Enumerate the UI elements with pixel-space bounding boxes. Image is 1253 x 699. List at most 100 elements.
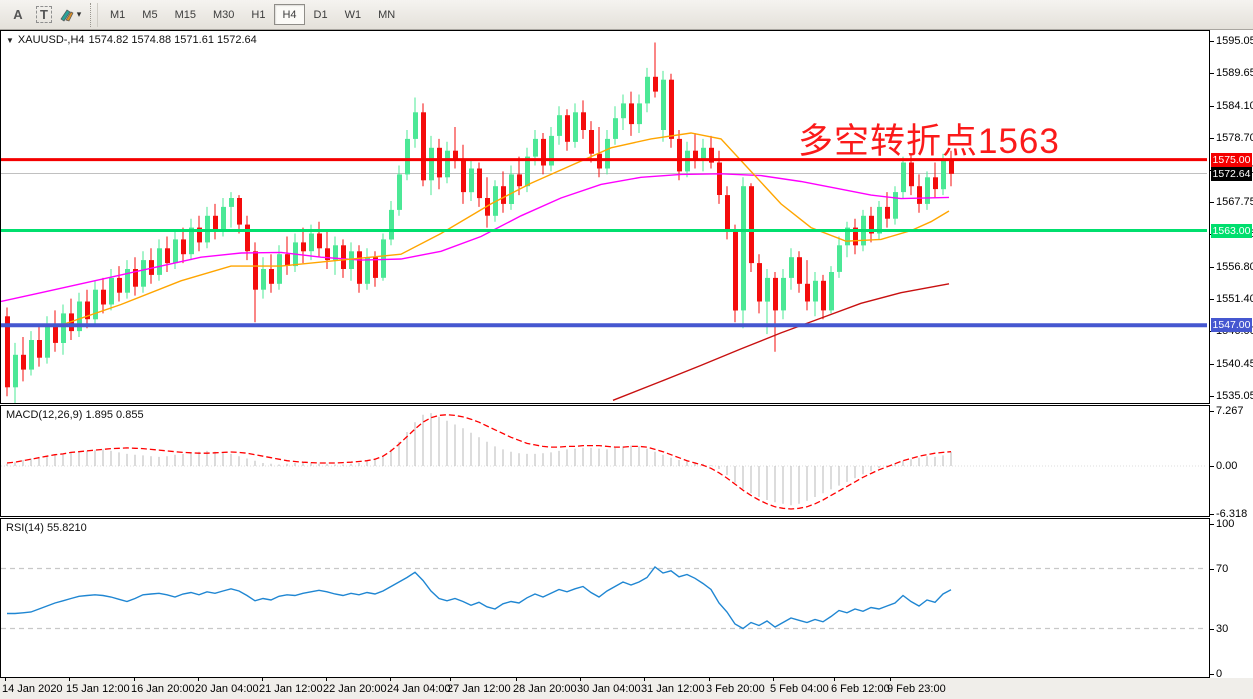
- chart-window: ▼ XAUUSD-,H4 1574.82 1574.88 1571.61 157…: [0, 30, 1253, 699]
- price-line-badge: 1575.00: [1211, 153, 1252, 167]
- axis-tick-mark: [1210, 629, 1214, 630]
- time-tick-label: 31 Jan 12:00: [641, 683, 705, 695]
- timeframe-button-m15[interactable]: M15: [174, 8, 196, 21]
- timeframe-button-w1[interactable]: W1: [344, 8, 362, 21]
- axis-tick-mark: [1210, 202, 1214, 203]
- time-tick-label: 3 Feb 20:00: [706, 683, 765, 695]
- axis-tick-mark: [1210, 41, 1214, 42]
- symbol-dropdown-icon[interactable]: ▼: [6, 35, 14, 45]
- axis-tick-mark: [1210, 396, 1214, 397]
- axis-tick-mark: [1210, 299, 1214, 300]
- axis-tick-label: 30: [1216, 623, 1229, 635]
- macd-chart-canvas[interactable]: [1, 406, 1209, 516]
- symbol-ohlc-values: 1574.82 1574.88 1571.61 1572.64: [88, 34, 257, 46]
- time-tick-mark: [890, 678, 891, 681]
- time-tick-label: 9 Feb 23:00: [887, 683, 946, 695]
- price-line-badge: 1563.00: [1211, 224, 1252, 238]
- axis-tick-label: 1535.05: [1216, 390, 1253, 402]
- macd-label: MACD(12,26,9) 1.895 0.855: [6, 409, 144, 421]
- time-tick-mark: [834, 678, 835, 681]
- time-tick-mark: [644, 678, 645, 681]
- time-tick-label: 24 Jan 04:00: [387, 683, 451, 695]
- time-tick-mark: [580, 678, 581, 681]
- timeframe-button-m30[interactable]: M30: [212, 8, 235, 21]
- time-tick-mark: [390, 678, 391, 681]
- timeframe-button-mn[interactable]: MN: [378, 8, 396, 21]
- symbol-name: XAUUSD-,H4: [17, 34, 85, 46]
- axis-tick-label: 1556.80: [1216, 261, 1253, 273]
- axis-tick-label: 0.00: [1216, 460, 1238, 472]
- rsi-label: RSI(14) 55.8210: [6, 522, 87, 534]
- price-axis[interactable]: 1595.051589.651584.101578.701573.301567.…: [1210, 30, 1253, 680]
- axis-tick-label: 1578.70: [1216, 132, 1253, 144]
- time-tick-mark: [262, 678, 263, 681]
- axis-tick-mark: [1210, 73, 1214, 74]
- current-price-badge: 1572.64: [1211, 167, 1252, 181]
- time-tick-mark: [5, 678, 6, 681]
- macd-indicator-panel[interactable]: MACD(12,26,9) 1.895 0.855: [0, 405, 1210, 517]
- axis-tick-mark: [1210, 514, 1214, 515]
- time-tick-mark: [773, 678, 774, 681]
- drawing-style-dropdown-button[interactable]: ▾: [58, 4, 82, 26]
- axis-tick-label: 1595.05: [1216, 35, 1253, 47]
- timeframe-button-d1[interactable]: D1: [313, 8, 328, 21]
- time-tick-mark: [516, 678, 517, 681]
- main-price-panel[interactable]: ▼ XAUUSD-,H4 1574.82 1574.88 1571.61 157…: [0, 30, 1210, 404]
- time-tick-label: 21 Jan 12:00: [259, 683, 323, 695]
- price-line-badge: 1547.00: [1211, 318, 1252, 332]
- timeframe-button-h4[interactable]: H4: [274, 4, 305, 25]
- axis-tick-label: 1589.65: [1216, 67, 1253, 79]
- axis-tick-label: 7.267: [1216, 405, 1244, 417]
- axis-tick-mark: [1210, 411, 1214, 412]
- axis-tick-mark: [1210, 106, 1214, 107]
- axis-tick-label: -6.318: [1216, 508, 1248, 520]
- text-box-tool-button[interactable]: T: [32, 4, 56, 26]
- time-tick-mark: [198, 678, 199, 681]
- toolbar-separator: [90, 2, 98, 27]
- axis-tick-label: 70: [1216, 563, 1229, 575]
- time-tick-label: 22 Jan 20:00: [323, 683, 387, 695]
- axis-tick-mark: [1210, 364, 1214, 365]
- axis-tick-mark: [1210, 138, 1214, 139]
- time-tick-label: 28 Jan 20:00: [513, 683, 577, 695]
- axis-tick-label: 1540.45: [1216, 358, 1253, 370]
- text-label-tool-button[interactable]: A: [6, 4, 30, 26]
- chart-annotation-text: 多空转折点1563: [798, 122, 1060, 161]
- time-tick-label: 6 Feb 12:00: [831, 683, 890, 695]
- crayons-icon: [60, 9, 74, 21]
- text-label-icon: A: [13, 7, 23, 22]
- time-tick-label: 27 Jan 12:00: [447, 683, 511, 695]
- text-box-icon: T: [36, 6, 52, 23]
- axis-tick-label: 1551.40: [1216, 293, 1253, 305]
- toolbar: A T ▾ M1 M5 M15 M30 H1 H4 D1 W1 MN: [0, 0, 1253, 30]
- time-axis[interactable]: 14 Jan 2020 15 Jan 12:00 16 Jan 20:00 20 Ja…: [0, 678, 1253, 699]
- axis-tick-mark: [1210, 674, 1214, 675]
- timeframe-button-h1[interactable]: H1: [251, 8, 266, 21]
- time-tick-mark: [134, 678, 135, 681]
- time-tick-mark: [326, 678, 327, 681]
- time-tick-label: 20 Jan 04:00: [195, 683, 259, 695]
- time-tick-mark: [69, 678, 70, 681]
- time-tick-label: 14 Jan 2020: [2, 683, 63, 695]
- axis-tick-mark: [1210, 524, 1214, 525]
- axis-tick-mark: [1210, 569, 1214, 570]
- dropdown-caret-icon: ▾: [76, 9, 82, 19]
- time-tick-label: 30 Jan 04:00: [577, 683, 641, 695]
- axis-tick-mark: [1210, 466, 1214, 467]
- axis-tick-label: 0: [1216, 668, 1223, 680]
- time-tick-label: 15 Jan 12:00: [66, 683, 130, 695]
- time-tick-label: 5 Feb 04:00: [770, 683, 829, 695]
- time-tick-label: 16 Jan 20:00: [131, 683, 195, 695]
- axis-tick-mark: [1210, 267, 1214, 268]
- rsi-chart-canvas[interactable]: [1, 519, 1209, 677]
- time-tick-mark: [709, 678, 710, 681]
- axis-tick-label: 100: [1216, 518, 1235, 530]
- price-chart-canvas[interactable]: [1, 31, 1209, 403]
- timeframe-button-m1[interactable]: M1: [110, 8, 126, 21]
- timeframe-button-m5[interactable]: M5: [142, 8, 158, 21]
- axis-tick-label: 1584.10: [1216, 100, 1253, 112]
- rsi-indicator-panel[interactable]: RSI(14) 55.8210: [0, 518, 1210, 678]
- axis-tick-label: 1567.75: [1216, 196, 1253, 208]
- time-tick-mark: [450, 678, 451, 681]
- symbol-title: ▼ XAUUSD-,H4 1574.82 1574.88 1571.61 157…: [6, 34, 257, 46]
